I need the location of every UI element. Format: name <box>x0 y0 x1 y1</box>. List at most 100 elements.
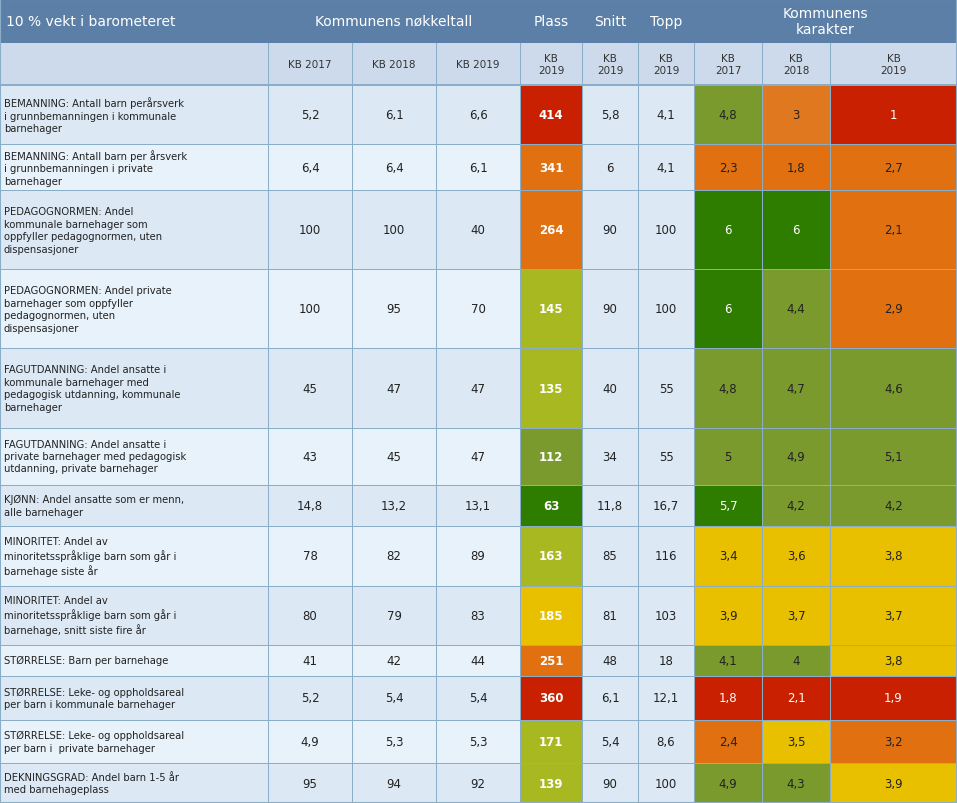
Bar <box>351 586 352 645</box>
Text: 112: 112 <box>539 450 563 463</box>
Bar <box>694 86 695 145</box>
Text: 45: 45 <box>387 450 401 463</box>
Text: 85: 85 <box>603 550 617 563</box>
Text: 48: 48 <box>603 654 617 667</box>
Bar <box>0 586 957 645</box>
Text: 81: 81 <box>603 609 617 622</box>
Bar <box>520 645 521 676</box>
Text: 95: 95 <box>302 777 318 790</box>
Bar <box>0 586 957 587</box>
Bar <box>435 764 436 803</box>
Text: 42: 42 <box>387 654 402 667</box>
Text: STØRRELSE: Leke- og oppholdsareal
per barn i kommunale barnehager: STØRRELSE: Leke- og oppholdsareal per ba… <box>4 687 184 709</box>
Text: 1: 1 <box>890 109 898 122</box>
Bar <box>830 349 831 428</box>
Text: 16,7: 16,7 <box>653 499 679 512</box>
Text: 6,6: 6,6 <box>469 109 487 122</box>
Bar <box>582 719 583 764</box>
Text: 3,6: 3,6 <box>787 550 805 563</box>
Bar <box>830 645 957 676</box>
Bar <box>520 349 521 428</box>
Text: 2,7: 2,7 <box>884 161 902 174</box>
Bar <box>520 191 521 270</box>
Bar <box>694 145 695 191</box>
Bar <box>762 764 830 803</box>
Bar <box>694 645 695 676</box>
Text: 4,3: 4,3 <box>787 777 805 790</box>
Text: 5: 5 <box>724 450 732 463</box>
Text: 414: 414 <box>539 109 564 122</box>
Text: Snitt: Snitt <box>593 15 626 29</box>
Bar <box>694 527 762 586</box>
Bar <box>694 349 762 428</box>
Text: 3,7: 3,7 <box>787 609 805 622</box>
Bar <box>694 719 695 764</box>
Text: 2,1: 2,1 <box>787 691 806 704</box>
Text: 47: 47 <box>471 382 485 395</box>
Bar <box>351 191 352 270</box>
Text: 3,9: 3,9 <box>719 609 737 622</box>
Bar <box>762 676 830 719</box>
Text: 6,1: 6,1 <box>601 691 619 704</box>
Bar <box>830 191 957 270</box>
Bar <box>582 719 638 764</box>
Bar <box>351 44 352 86</box>
Bar <box>830 191 831 270</box>
Text: 100: 100 <box>655 303 678 316</box>
Text: 100: 100 <box>655 777 678 790</box>
Text: Kommunens
karakter: Kommunens karakter <box>783 6 868 37</box>
Bar <box>0 719 957 764</box>
Bar <box>694 191 762 270</box>
Bar <box>830 86 957 145</box>
Bar <box>582 191 583 270</box>
Bar <box>830 485 957 527</box>
Bar <box>0 645 957 646</box>
Bar <box>694 86 762 145</box>
Bar <box>762 719 763 764</box>
Bar <box>582 527 583 586</box>
Text: 40: 40 <box>471 224 485 237</box>
Bar <box>694 645 762 676</box>
Bar <box>268 44 269 86</box>
Bar <box>830 764 831 803</box>
Bar <box>694 270 762 349</box>
Text: 82: 82 <box>387 550 401 563</box>
Bar <box>762 349 830 428</box>
Bar <box>351 645 352 676</box>
Bar <box>0 676 957 719</box>
Text: FAGUTDANNING: Andel ansatte i
kommunale barnehager med
pedagogisk utdanning, kom: FAGUTDANNING: Andel ansatte i kommunale … <box>4 365 181 412</box>
Bar <box>694 586 695 645</box>
Bar <box>520 586 521 645</box>
Bar <box>638 586 694 645</box>
Bar <box>0 676 957 677</box>
Bar <box>582 86 583 145</box>
Text: 5,3: 5,3 <box>469 735 487 748</box>
Bar <box>694 485 762 527</box>
Text: 4,8: 4,8 <box>719 109 737 122</box>
Bar <box>638 527 694 586</box>
Bar <box>520 349 582 428</box>
Bar <box>762 586 830 645</box>
Text: 95: 95 <box>387 303 401 316</box>
Bar <box>638 676 694 719</box>
Bar <box>520 485 582 527</box>
Text: 83: 83 <box>471 609 485 622</box>
Bar <box>0 86 957 145</box>
Bar <box>268 349 269 428</box>
Bar <box>762 428 830 485</box>
Text: 5,8: 5,8 <box>601 109 619 122</box>
Text: 3: 3 <box>792 109 800 122</box>
Bar <box>762 764 763 803</box>
Bar <box>694 270 695 349</box>
Text: 2,3: 2,3 <box>719 161 737 174</box>
Bar <box>694 191 695 270</box>
Bar <box>520 270 521 349</box>
Text: 5,7: 5,7 <box>719 499 737 512</box>
Bar <box>694 676 695 719</box>
Text: 251: 251 <box>539 654 564 667</box>
Bar <box>582 191 638 270</box>
Bar <box>0 86 957 87</box>
Text: 3,5: 3,5 <box>787 735 805 748</box>
Bar <box>0 44 957 86</box>
Text: 3,9: 3,9 <box>884 777 902 790</box>
